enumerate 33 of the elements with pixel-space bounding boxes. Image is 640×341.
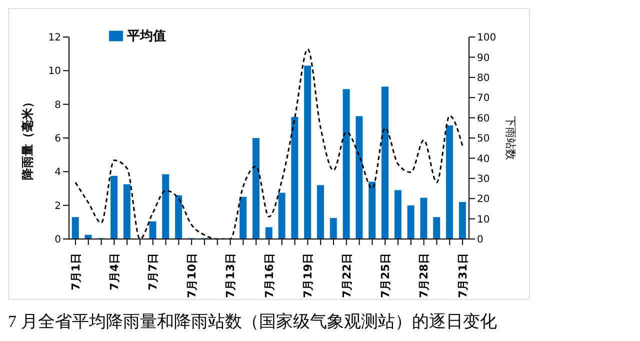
- y2-axis-title: 下雨站数: [504, 116, 518, 160]
- legend-label: 平均值: [127, 29, 166, 44]
- y2-tick-label: 50: [477, 134, 490, 145]
- y2-tick-label: 0: [477, 234, 484, 246]
- x-tick-label: 7月4日: [108, 253, 122, 290]
- y-tick-label: 0: [54, 234, 61, 246]
- y-tick-label: 6: [54, 134, 61, 145]
- x-tick-label: 7月22日: [340, 253, 354, 298]
- y2-tick-label: 100: [477, 32, 496, 44]
- x-tick-label: 7月10日: [185, 253, 198, 298]
- y2-tick-label: 60: [477, 113, 490, 124]
- y-tick-label: 4: [54, 167, 61, 178]
- text: 7 月全省平均降雨量和降雨站数（国家级气象观测站）的逐日变化: [8, 311, 498, 333]
- x-tick-label: 7月7日: [146, 253, 160, 290]
- y2-tick-label: 80: [477, 72, 490, 84]
- y-tick-label: 12: [48, 32, 61, 44]
- x-tick-label: 7月13日: [224, 253, 238, 298]
- x-tick-label: 7月25日: [378, 253, 392, 298]
- y2-tick-label: 90: [477, 52, 490, 64]
- y-tick-label: 8: [54, 100, 61, 111]
- y2-tick-label: 10: [477, 214, 490, 226]
- x-tick-label: 7月1日: [69, 253, 82, 290]
- x-tick-label: 7月16日: [262, 253, 276, 298]
- x-tick-label: 7月31日: [456, 253, 470, 298]
- y-tick-label: 10: [48, 66, 61, 78]
- y2-tick-label: 20: [477, 194, 490, 206]
- x-tick-label: 7月19日: [302, 253, 315, 298]
- y2-tick-label: 40: [477, 154, 490, 165]
- y2-tick-label: 70: [477, 93, 490, 104]
- y-axis-title: 降雨量（毫米）: [20, 96, 34, 180]
- x-tick-label: 7月28日: [418, 253, 431, 298]
- y2-tick-label: 30: [477, 174, 490, 185]
- y-tick-label: 2: [54, 200, 61, 212]
